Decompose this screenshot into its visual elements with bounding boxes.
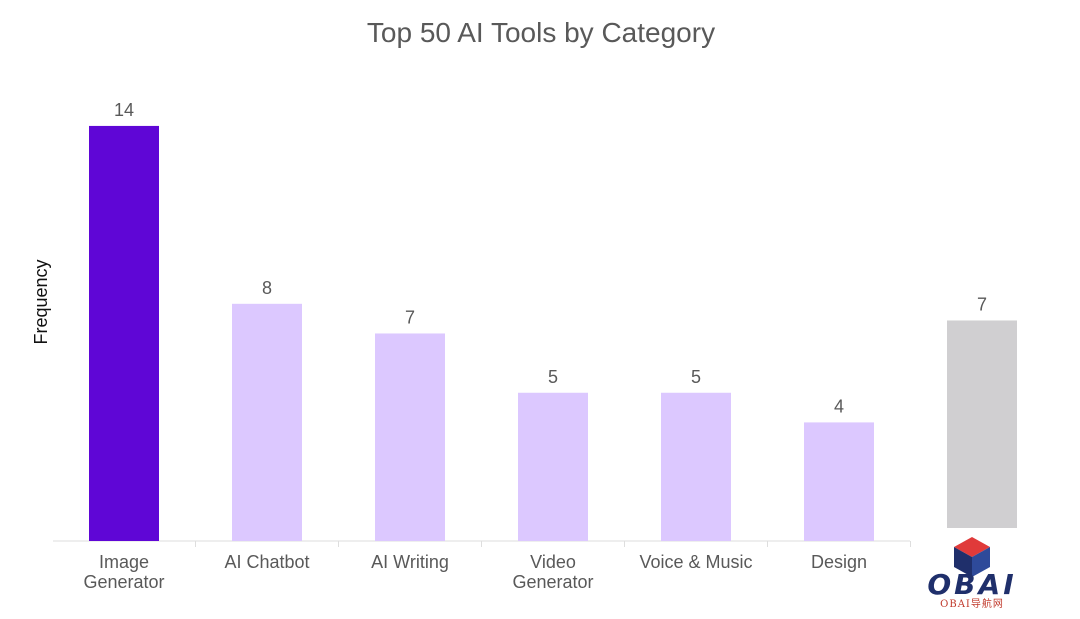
value-label-ai-writing: 7 xyxy=(405,307,415,327)
bar-design xyxy=(804,422,874,541)
value-labels-group: 14 8 7 5 5 4 7 xyxy=(114,100,987,416)
chart-title: Top 50 AI Tools by Category xyxy=(367,17,715,48)
bar-ai-writing xyxy=(375,333,445,541)
axis-ticks-group xyxy=(195,541,911,547)
x-tick-label-design: Design xyxy=(811,552,867,572)
watermark-logo: OBAI OBAI导航网 xyxy=(927,537,1016,610)
cube-icon xyxy=(954,537,990,577)
x-tick-label-image-generator: Image Generator xyxy=(83,552,164,592)
bar-video-generator xyxy=(518,392,588,541)
logo-text: OBAI xyxy=(927,568,1016,601)
value-label-category-7: 7 xyxy=(977,294,987,314)
x-tick-label-line: Generator xyxy=(83,572,164,592)
bar-category-7 xyxy=(947,320,1017,528)
value-label-image-generator: 14 xyxy=(114,100,134,120)
y-axis-label: Frequency xyxy=(31,259,51,344)
value-label-video-generator: 5 xyxy=(548,367,558,387)
x-tick-label-line: Generator xyxy=(512,572,593,592)
x-tick-label-line: AI Chatbot xyxy=(224,552,309,572)
value-label-design: 4 xyxy=(834,396,844,416)
x-tick-label-voice-music: Voice & Music xyxy=(639,552,752,572)
x-tick-label-video-generator: Video Generator xyxy=(512,552,593,592)
logo-subtext: OBAI导航网 xyxy=(940,597,1004,610)
bar-ai-chatbot xyxy=(232,303,302,541)
x-tick-label-line: AI Writing xyxy=(371,552,449,572)
bars-group xyxy=(89,125,1017,542)
x-tick-label-line: Image xyxy=(99,552,149,572)
bar-voice-music xyxy=(661,392,731,541)
x-tick-label-line: Voice & Music xyxy=(639,552,752,572)
value-label-ai-chatbot: 8 xyxy=(262,278,272,298)
x-tick-label-ai-writing: AI Writing xyxy=(371,552,449,572)
x-tick-label-line: Design xyxy=(811,552,867,572)
x-tick-label-ai-chatbot: AI Chatbot xyxy=(224,552,309,572)
bar-image-generator xyxy=(89,125,159,542)
value-label-voice-music: 5 xyxy=(691,367,701,387)
x-tick-label-line: Video xyxy=(530,552,576,572)
